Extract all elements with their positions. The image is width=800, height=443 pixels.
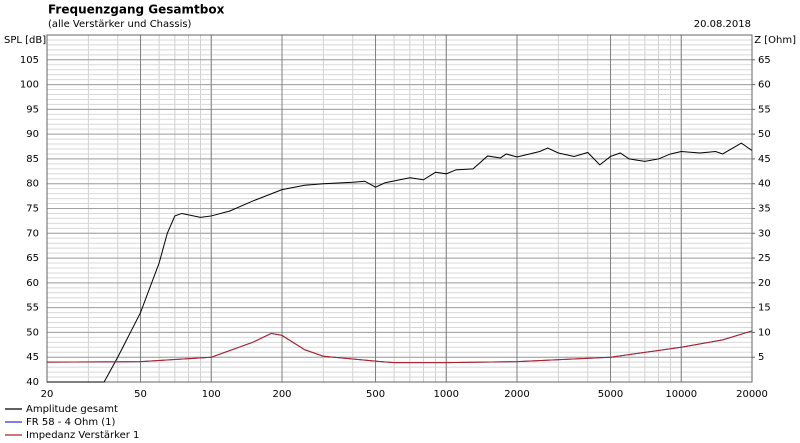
series-line <box>46 330 753 364</box>
y2-tick-label: 65 <box>758 55 771 66</box>
y-tick-label: 70 <box>26 228 39 239</box>
legend-label: Amplitude gesamt <box>26 404 118 415</box>
y2-tick-label: 15 <box>758 303 771 314</box>
y-tick-label: 75 <box>26 204 39 215</box>
y-tick-label: 60 <box>26 278 39 289</box>
legend-label: FR 58 - 4 Ohm (1) <box>26 417 116 428</box>
x-tick-label: 5000 <box>598 389 623 400</box>
y-tick-label: 105 <box>20 55 39 66</box>
x-tick-label: 200 <box>272 389 291 400</box>
legend-label: Impedanz Verstärker 1 <box>26 430 139 441</box>
y2-tick-label: 50 <box>758 129 771 140</box>
y-tick-label: 40 <box>26 377 39 388</box>
y2-tick-label: 30 <box>758 228 771 239</box>
y-tick-label: 45 <box>26 352 39 363</box>
x-tick-label: 500 <box>366 389 385 400</box>
y2-tick-label: 20 <box>758 278 771 289</box>
y2-tick-label: 40 <box>758 179 771 190</box>
y-tick-label: 50 <box>26 327 39 338</box>
chart-subtitle: (alle Verstärker und Chassis) <box>48 19 192 30</box>
y-tick-label: 95 <box>26 104 39 115</box>
x-tick-label: 20 <box>41 389 54 400</box>
x-tick-label: 50 <box>134 389 147 400</box>
chart-title: Frequenzgang Gesamtbox <box>48 3 225 17</box>
y-axis-label: SPL [dB] <box>4 35 46 46</box>
x-tick-label: 20000 <box>736 389 768 400</box>
chart-date: 20.08.2018 <box>694 19 751 30</box>
y2-tick-label: 10 <box>758 327 771 338</box>
x-tick-label: 1000 <box>434 389 459 400</box>
y-tick-label: 90 <box>26 129 39 140</box>
y-tick-label: 65 <box>26 253 39 264</box>
x-tick-label: 100 <box>202 389 221 400</box>
y2-tick-label: 25 <box>758 253 771 264</box>
y2-tick-label: 60 <box>758 80 771 91</box>
y2-axis-label: Z [Ohm] <box>754 35 796 46</box>
x-tick-label: 2000 <box>504 389 529 400</box>
y-tick-label: 55 <box>26 303 39 314</box>
y2-tick-label: 55 <box>758 104 771 115</box>
x-tick-label: 10000 <box>665 389 697 400</box>
y2-tick-label: 45 <box>758 154 771 165</box>
y2-tick-label: 35 <box>758 204 771 215</box>
y-tick-label: 80 <box>26 179 39 190</box>
y-tick-label: 100 <box>20 80 39 91</box>
y-tick-label: 85 <box>26 154 39 165</box>
y2-tick-label: 5 <box>758 352 764 363</box>
series-line <box>47 142 753 383</box>
plot-frame <box>46 34 753 383</box>
